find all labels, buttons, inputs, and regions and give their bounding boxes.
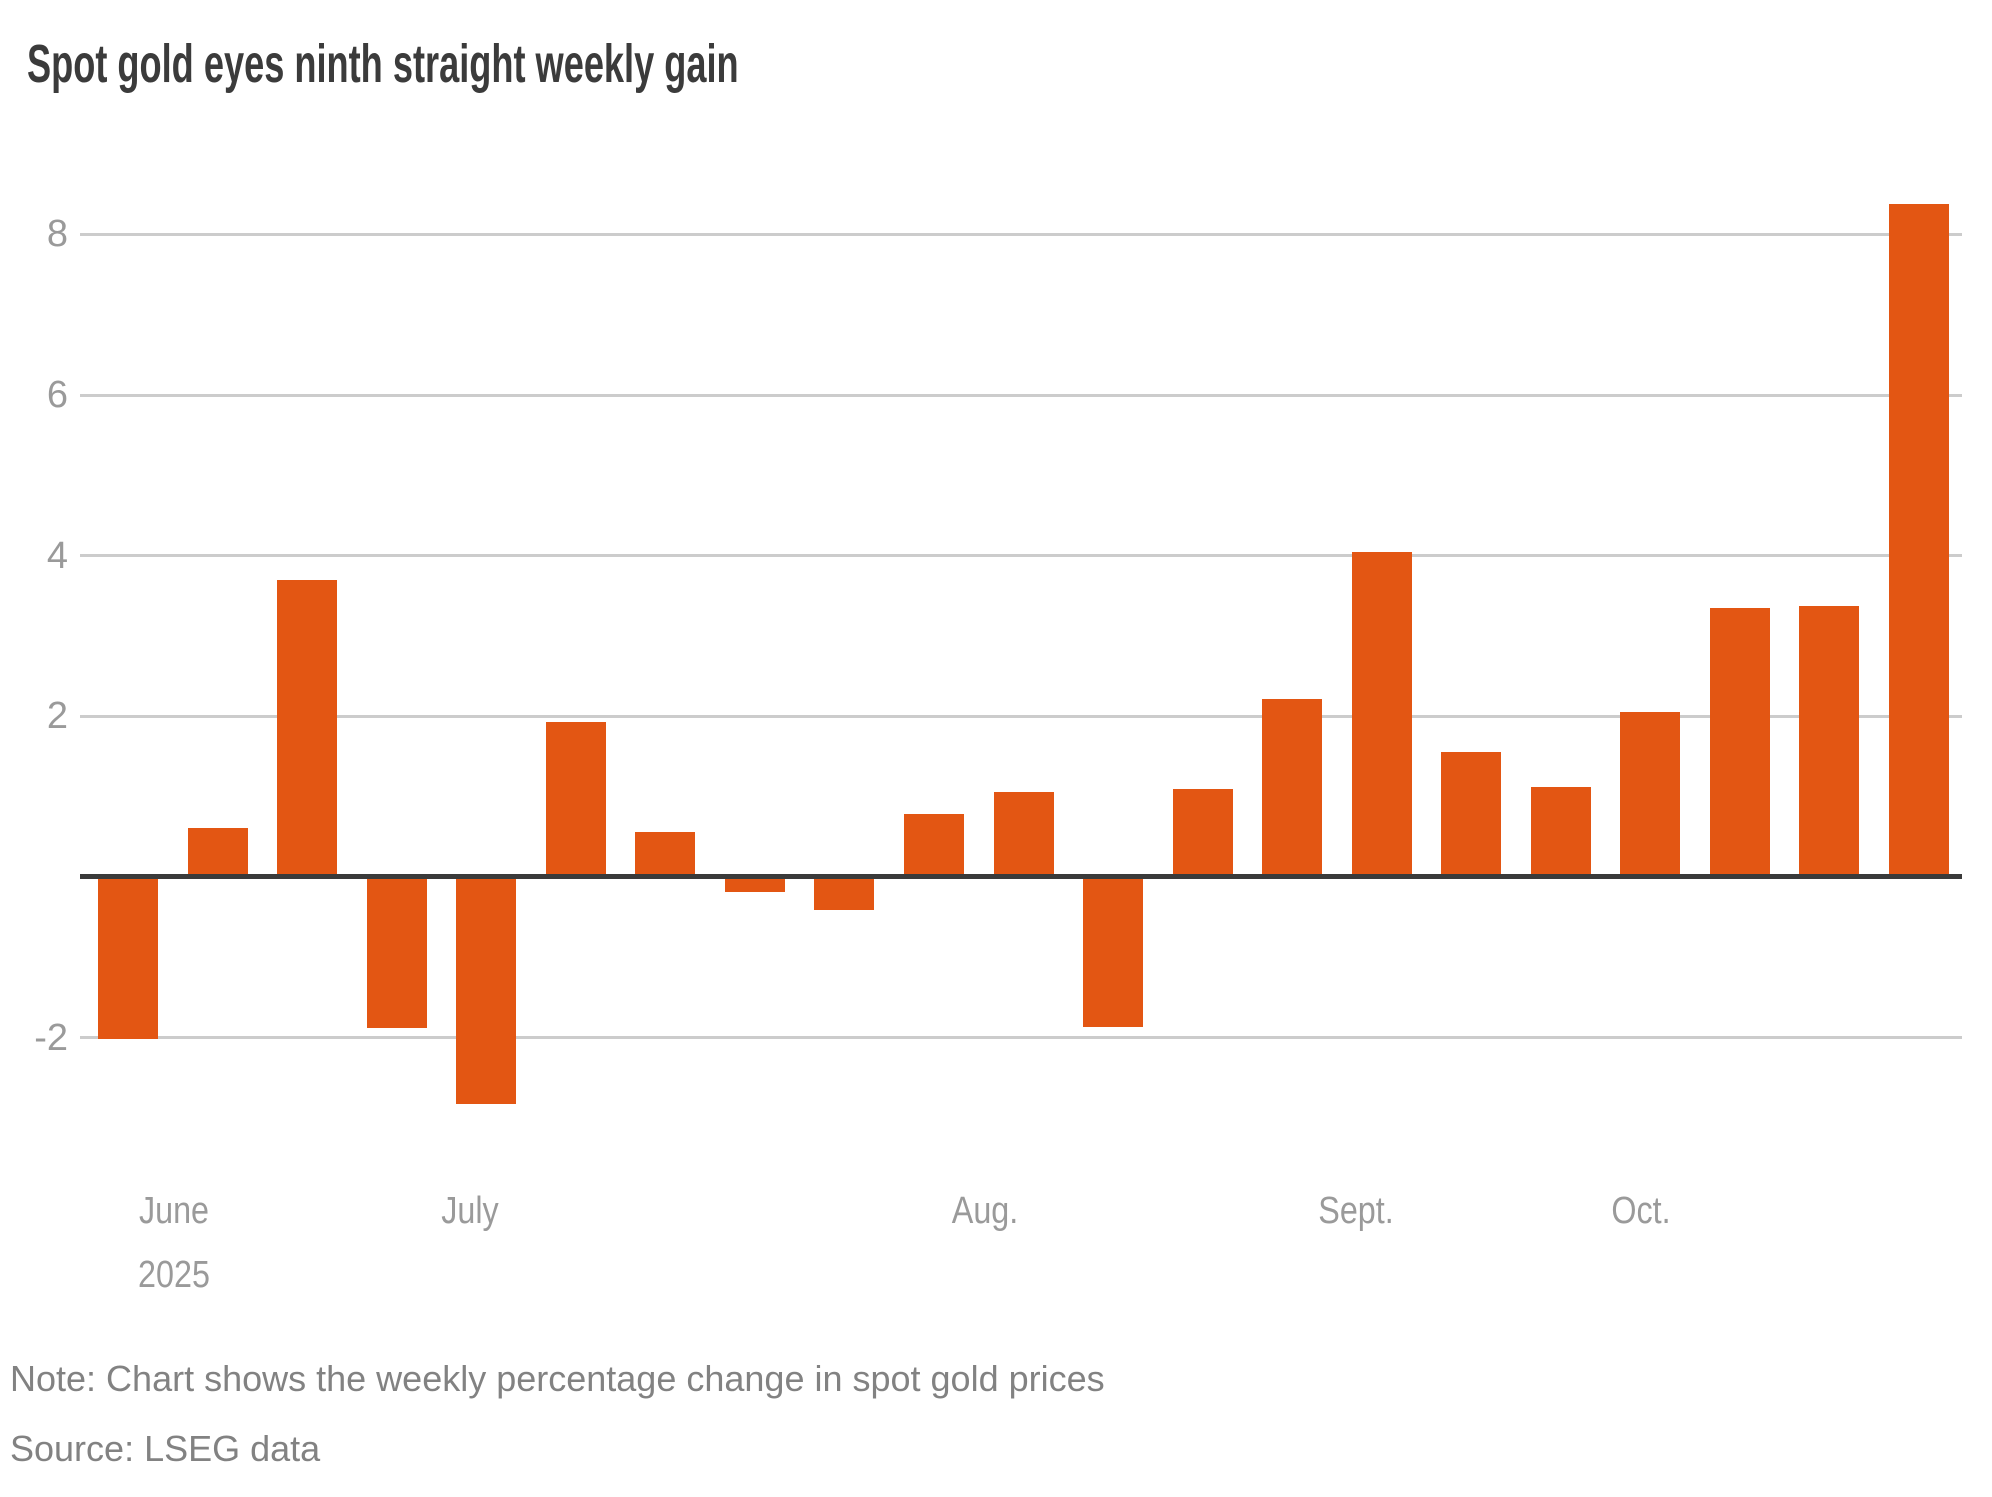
bar-week-10 [903, 814, 964, 877]
bar-week-4 [366, 878, 427, 1029]
bar-week-2 [187, 828, 248, 877]
bar-week-16 [1441, 751, 1502, 877]
zero-axis-line [80, 874, 1962, 879]
bar-week-1 [98, 878, 158, 1040]
gridline-y-6 [80, 393, 1962, 397]
y-tick-label-8: 8 [46, 213, 68, 256]
x-axis-label-oct: Oct. [1611, 1190, 1671, 1232]
bar-week-3 [277, 579, 338, 877]
y-tick-label-2: 2 [46, 695, 68, 738]
x-axis-label-aug: Aug. [951, 1190, 1019, 1232]
y-tick-label--2: -2 [34, 1016, 68, 1059]
bar-week-20 [1799, 605, 1860, 877]
bar-week-5 [456, 878, 517, 1104]
bar-week-17 [1530, 787, 1591, 877]
y-tick-label-4: 4 [46, 534, 68, 577]
bar-week-11 [993, 791, 1054, 877]
bar-week-9 [814, 878, 875, 911]
bar-week-14 [1262, 698, 1323, 877]
chart-title: Spot gold eyes ninth straight weekly gai… [27, 34, 739, 94]
gridline-y-2 [80, 714, 1962, 718]
bar-week-19 [1709, 607, 1770, 877]
gridline-y-4 [80, 554, 1962, 558]
x-axis-label-june: June 2025 [64, 1190, 285, 1297]
bar-week-12 [1083, 878, 1144, 1028]
bar-week-8 [724, 878, 785, 893]
bar-week-15 [1351, 551, 1412, 877]
x-axis-label-sept: Sept. [1318, 1190, 1394, 1232]
bar-week-13 [1172, 788, 1233, 877]
bar-week-7 [635, 832, 696, 877]
chart-note: Note: Chart shows the weekly percentage … [10, 1358, 1105, 1399]
x-axis-label-july: July [441, 1190, 499, 1232]
y-tick-label-6: 6 [46, 374, 68, 417]
chart-source: Source: LSEG data [10, 1428, 321, 1469]
gridline-y--2 [80, 1036, 1962, 1040]
bar-week-21 [1889, 203, 1949, 877]
gridline-y-8 [80, 232, 1962, 236]
bar-week-18 [1620, 712, 1681, 877]
bar-week-6 [545, 721, 606, 877]
x-axis-sublabel-2025: 2025 [138, 1254, 210, 1296]
